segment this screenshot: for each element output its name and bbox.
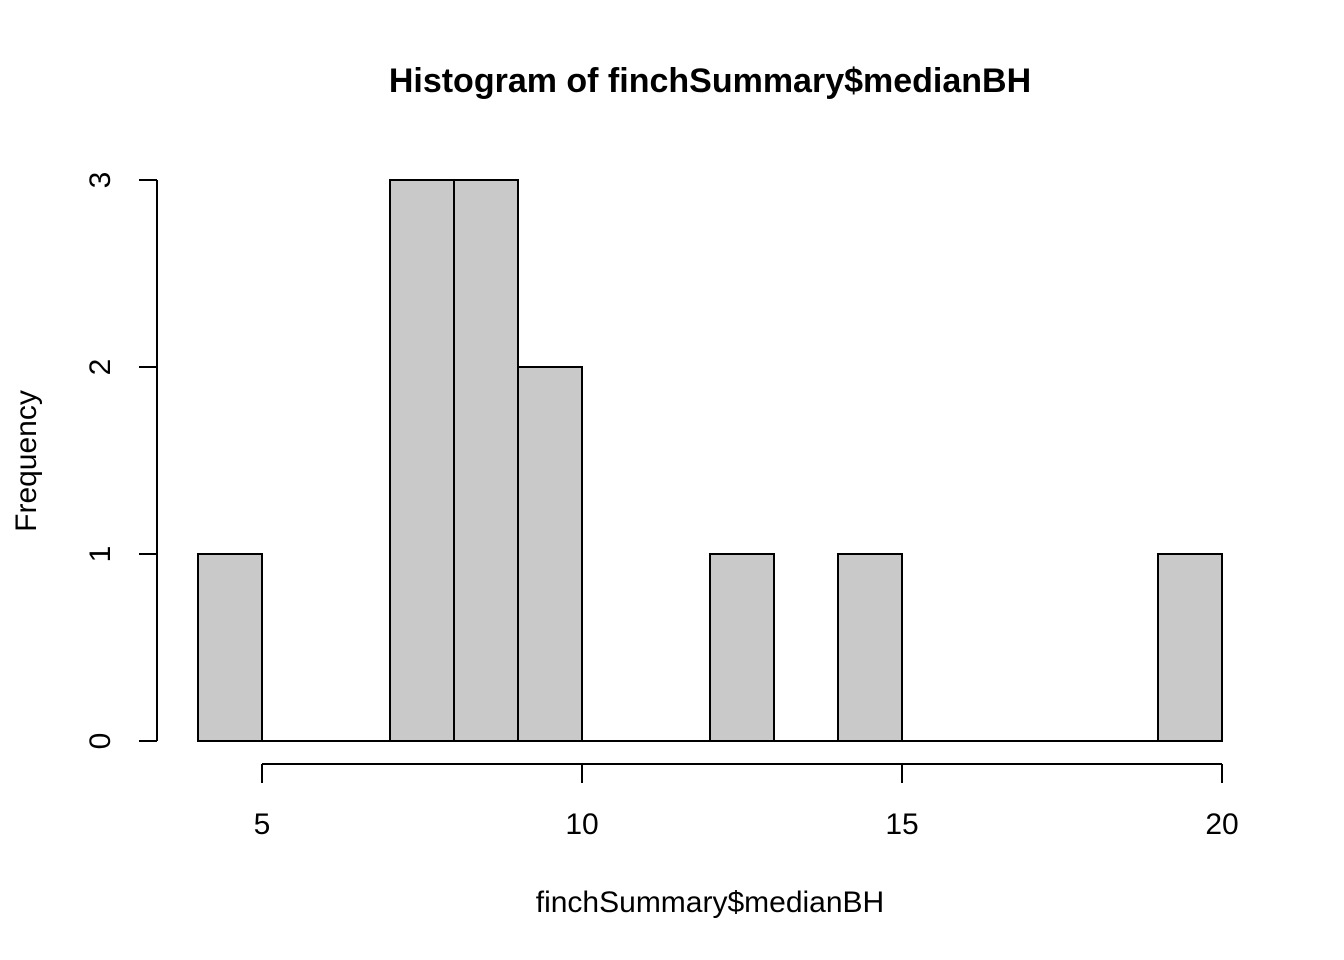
y-tick-label: 3 bbox=[84, 172, 117, 189]
histogram-bar bbox=[1157, 553, 1223, 742]
y-axis-label: Frequency bbox=[10, 390, 43, 532]
histogram-bar bbox=[837, 553, 903, 742]
histogram-bar bbox=[453, 179, 519, 742]
x-tick-label: 10 bbox=[565, 808, 598, 841]
histogram-bar bbox=[197, 553, 263, 742]
y-tick-label: 0 bbox=[84, 733, 117, 750]
histogram-bar bbox=[709, 553, 775, 742]
y-tick-label: 1 bbox=[84, 546, 117, 563]
chart-title: Histogram of finchSummary$medianBH bbox=[389, 62, 1031, 100]
x-tick-label: 20 bbox=[1205, 808, 1238, 841]
x-tick-label: 15 bbox=[885, 808, 918, 841]
y-tick-label: 2 bbox=[84, 359, 117, 376]
bars-group bbox=[197, 179, 1223, 742]
histogram-bar bbox=[389, 179, 455, 742]
x-tick-label: 5 bbox=[254, 808, 271, 841]
y-axis: 0 1 2 3 bbox=[84, 172, 158, 750]
x-axis: 5 10 15 20 bbox=[254, 763, 1239, 841]
x-axis-label: finchSummary$medianBH bbox=[536, 886, 884, 919]
histogram-bar bbox=[517, 366, 583, 742]
